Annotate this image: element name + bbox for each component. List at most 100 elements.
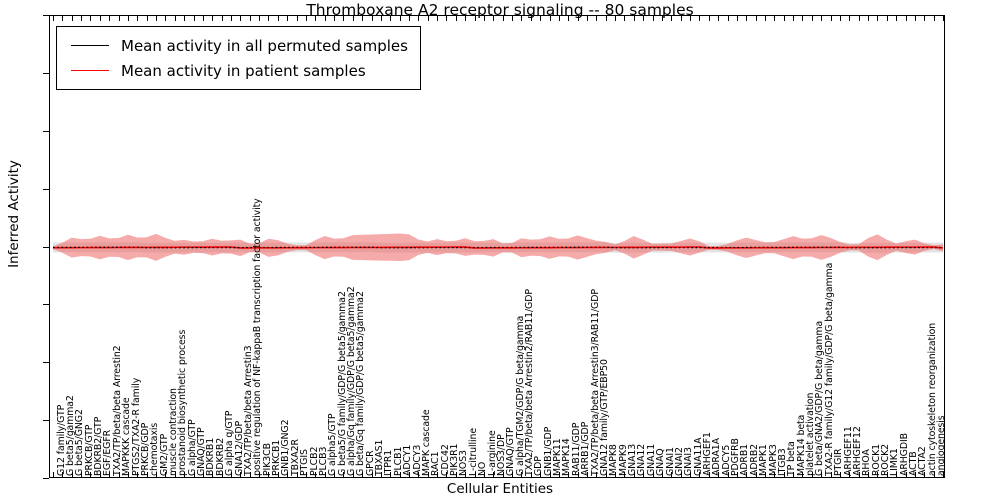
x-axis-tick-mark	[624, 472, 626, 477]
x-axis-tick-mark	[343, 16, 345, 21]
x-axis-tick-mark	[933, 472, 935, 477]
permuted-mean-line	[52, 246, 944, 249]
x-axis-tick-mark	[502, 16, 504, 21]
x-axis-tick-mark	[81, 472, 83, 477]
x-axis-tick-mark	[765, 16, 766, 21]
x-axis-tick-mark	[783, 472, 785, 477]
x-axis-tick-mark	[437, 472, 439, 477]
x-axis-tick-mark	[661, 472, 663, 477]
x-axis-tick-mark	[690, 472, 692, 477]
x-axis-tick-mark	[596, 472, 598, 477]
x-axis-tick-mark	[287, 16, 289, 21]
x-axis-tick-mark	[493, 472, 495, 477]
x-axis-tick-mark	[652, 472, 654, 477]
x-axis-tick-label: TXA2-R family/G12 family/GDP/G beta/gamm…	[823, 262, 835, 476]
x-axis-tick-mark	[287, 472, 289, 477]
x-axis-tick-mark	[165, 16, 167, 21]
x-axis-tick-mark	[718, 16, 720, 21]
x-axis-tick-mark	[558, 472, 560, 477]
x-axis-tick-mark	[259, 472, 261, 477]
x-axis-tick-mark	[268, 472, 270, 477]
x-axis-tick-mark	[212, 472, 214, 477]
x-axis-tick-mark	[399, 16, 401, 21]
x-axis-tick-mark	[830, 472, 832, 477]
x-axis-tick-mark	[933, 16, 935, 21]
x-axis-tick-mark	[99, 16, 101, 21]
y-axis-label: Inferred Activity	[6, 160, 22, 268]
x-axis-tick-mark	[249, 16, 251, 21]
x-axis-tick-mark	[943, 16, 944, 21]
x-axis-tick-mark	[540, 16, 542, 21]
x-axis-tick-label: positive regulation of NF-kappaB transcr…	[252, 198, 264, 476]
x-axis-tick-mark	[811, 16, 813, 21]
x-axis-tick-mark	[371, 472, 373, 477]
x-axis-tick-mark	[512, 16, 514, 21]
x-axis-tick-mark	[718, 472, 720, 477]
x-axis-tick-mark	[568, 472, 570, 477]
x-axis-tick-mark	[530, 472, 532, 477]
x-axis-tick-mark	[765, 472, 766, 477]
x-axis-tick-mark	[90, 472, 92, 477]
x-axis-tick-mark	[109, 16, 111, 21]
x-axis-tick-mark	[202, 16, 204, 21]
x-axis-tick-mark	[905, 472, 907, 477]
x-axis-tick-mark	[858, 472, 860, 477]
x-axis-tick-mark	[380, 16, 382, 21]
x-axis-tick-mark	[324, 16, 326, 21]
x-axis-label: Cellular Entities	[446, 481, 554, 497]
x-axis-tick-mark	[783, 16, 785, 21]
x-axis-tick-mark	[521, 472, 523, 477]
x-axis-tick-mark	[699, 472, 701, 477]
x-axis-tick-mark	[465, 16, 467, 21]
x-axis-tick-mark	[746, 16, 748, 21]
x-axis-tick-mark	[680, 472, 682, 477]
x-axis-tick-mark	[109, 472, 111, 477]
x-axis-tick-mark	[886, 472, 888, 477]
x-axis-tick-mark	[886, 16, 888, 21]
x-axis-tick-mark	[624, 16, 626, 21]
x-axis-tick-mark	[409, 16, 410, 21]
x-axis-tick-mark	[868, 16, 870, 21]
x-axis-tick-mark	[465, 472, 467, 477]
x-axis-tick-mark	[156, 472, 158, 477]
x-axis-tick-mark	[896, 16, 898, 21]
x-axis-tick-mark	[409, 472, 410, 477]
x-axis-tick-mark	[633, 16, 635, 21]
chart-data-layer	[52, 233, 944, 262]
x-axis-tick-mark	[296, 16, 298, 21]
chart-legend: Mean activity in all permuted samples Me…	[56, 26, 421, 90]
x-axis-tick-mark	[324, 472, 326, 477]
x-axis-tick-mark	[446, 16, 448, 21]
x-axis-tick-mark	[315, 16, 317, 21]
x-axis-tick-mark	[474, 16, 476, 21]
legend-item-permuted: Mean activity in all permuted samples	[65, 33, 408, 58]
x-axis-tick-mark	[530, 16, 532, 21]
x-axis-tick-mark	[174, 16, 176, 21]
x-axis-tick-mark	[99, 472, 101, 477]
x-axis-tick-mark	[774, 472, 776, 477]
x-axis-tick-mark	[446, 472, 448, 477]
x-axis-tick-mark	[746, 472, 748, 477]
x-axis-tick-mark	[352, 472, 354, 477]
x-axis-tick-label: TXA2/TP/beta/beta Arrestin2/RAB11/GDP	[524, 289, 536, 476]
x-axis-tick-mark	[118, 16, 120, 21]
x-axis-tick-mark	[811, 472, 813, 477]
x-axis-tick-mark	[839, 472, 841, 477]
x-axis-tick-mark	[896, 472, 898, 477]
x-axis-tick-mark	[849, 16, 851, 21]
x-axis-tick-mark	[587, 16, 588, 21]
legend-swatch-patient	[71, 70, 109, 71]
x-axis-tick-mark	[483, 16, 485, 21]
x-axis-tick-mark	[914, 16, 916, 21]
x-axis-tick-mark	[437, 16, 439, 21]
x-axis-tick-mark	[221, 16, 223, 21]
x-axis-tick-mark	[577, 472, 579, 477]
x-axis-tick-mark	[156, 16, 158, 21]
x-axis-tick-mark	[231, 472, 232, 477]
x-axis-tick-mark	[137, 16, 139, 21]
x-axis-tick-mark	[512, 472, 514, 477]
x-axis-tick-mark	[62, 472, 64, 477]
x-axis-tick-mark	[212, 16, 214, 21]
x-axis-tick-mark	[184, 16, 186, 21]
